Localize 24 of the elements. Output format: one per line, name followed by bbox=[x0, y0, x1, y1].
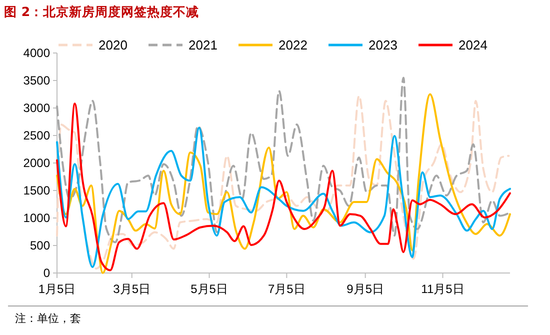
legend-label: 2024 bbox=[458, 38, 488, 53]
y-tick-label: 3000 bbox=[23, 101, 50, 116]
line-series bbox=[56, 126, 511, 268]
y-tick-label: 0 bbox=[43, 266, 50, 280]
y-tick-label: 500 bbox=[30, 238, 50, 253]
y-tick-label: 2000 bbox=[23, 156, 50, 170]
x-tick-label: 11月5日 bbox=[421, 282, 464, 296]
x-tick-label: 1月5日 bbox=[38, 282, 76, 296]
chart-title: 图 2：北京新房周度网签热度不减 bbox=[4, 4, 200, 19]
y-tick-label: 1500 bbox=[23, 184, 50, 198]
legend-label: 2023 bbox=[368, 38, 398, 53]
legend-label: 2022 bbox=[278, 38, 308, 53]
y-tick-label: 1000 bbox=[23, 211, 50, 226]
y-tick-label: 2500 bbox=[23, 128, 50, 143]
text: 注：单位，套 bbox=[15, 312, 81, 325]
x-tick-label: 3月5日 bbox=[113, 282, 151, 296]
x-tick-label: 7月5日 bbox=[268, 282, 306, 296]
x-tick-label: 5月5日 bbox=[190, 282, 228, 296]
legend-label: 2020 bbox=[98, 38, 128, 53]
y-tick-label: 4000 bbox=[23, 46, 50, 60]
x-tick-label: 9月5日 bbox=[346, 282, 384, 296]
legend-label: 2021 bbox=[188, 38, 218, 53]
y-tick-label: 3500 bbox=[23, 74, 50, 88]
line-series bbox=[56, 76, 511, 244]
